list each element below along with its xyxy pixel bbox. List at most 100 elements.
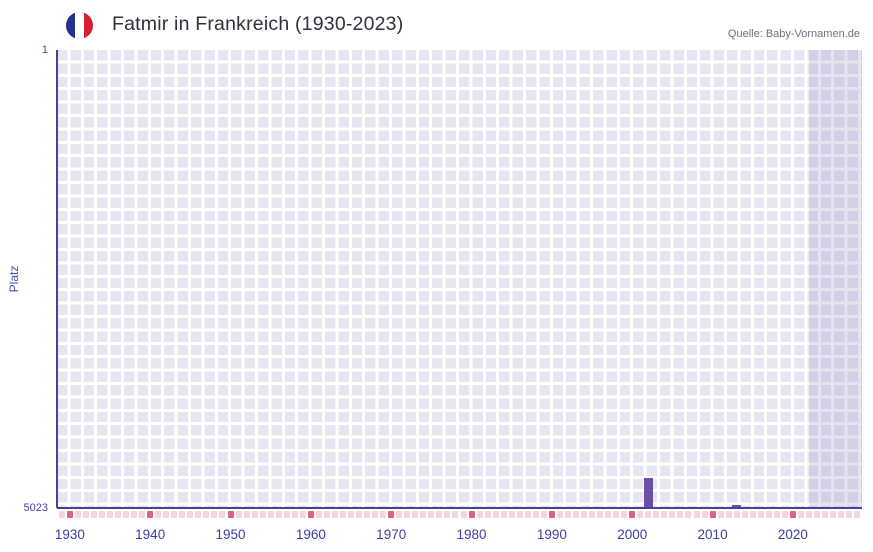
- year-strip-decade-mark: [629, 511, 636, 518]
- rank-bar-2002: [643, 478, 653, 508]
- year-strip-mark: [115, 511, 122, 518]
- x-axis-line: [57, 507, 862, 509]
- year-strip-mark: [211, 511, 218, 518]
- x-tick-label: 1930: [54, 527, 85, 542]
- year-strip-mark: [805, 511, 812, 518]
- x-tick-label: 1960: [295, 527, 326, 542]
- year-strip-mark: [838, 511, 845, 518]
- y-tick-label-min: 5023: [23, 502, 48, 514]
- year-strip-mark: [717, 511, 724, 518]
- x-tick-label: 1980: [456, 527, 487, 542]
- year-strip-mark: [797, 511, 804, 518]
- year-strip-mark: [814, 511, 820, 518]
- year-strip-mark: [98, 511, 105, 518]
- year-strip-mark: [340, 511, 346, 518]
- year-strip-mark: [524, 511, 531, 518]
- year-strip-mark: [589, 511, 596, 518]
- year-strip-mark: [323, 511, 330, 518]
- year-strip-mark: [765, 511, 772, 518]
- x-tick-label: 1940: [135, 527, 166, 542]
- year-strip-mark: [396, 511, 403, 518]
- year-strip-mark: [661, 511, 668, 518]
- x-tick-label: 1990: [536, 527, 567, 542]
- year-strip-mark: [581, 511, 588, 518]
- year-strip-mark: [243, 511, 250, 518]
- year-strip-mark: [452, 511, 459, 518]
- year-strip-mark: [773, 511, 780, 518]
- recent-years-band: [808, 50, 862, 508]
- year-strip-mark: [444, 511, 451, 518]
- year-strip-mark: [436, 511, 443, 518]
- year-strip-mark: [187, 511, 194, 518]
- rank-bar-2013: [732, 505, 742, 508]
- x-tick-label: 1970: [376, 527, 407, 542]
- year-strip-mark: [701, 511, 708, 518]
- year-strip-mark: [564, 511, 571, 518]
- year-strip-decade-mark: [147, 511, 154, 518]
- year-strip-mark: [757, 511, 764, 518]
- year-strip-mark: [412, 511, 419, 518]
- year-strip-mark: [82, 511, 89, 518]
- year-strip-mark: [572, 511, 579, 518]
- chart-title: Fatmir in Frankreich (1930-2023): [112, 13, 404, 35]
- year-strip-mark: [299, 511, 306, 518]
- year-strip-decade-mark: [548, 511, 555, 518]
- year-strip-mark: [235, 511, 242, 518]
- year-strip-mark: [139, 511, 146, 518]
- year-strip-mark: [669, 511, 676, 518]
- year-strip-decade-mark: [388, 511, 395, 518]
- year-strip-mark: [356, 511, 363, 518]
- year-strip-mark: [420, 511, 427, 518]
- year-strip-decade-mark: [709, 511, 716, 518]
- year-strip-mark: [621, 511, 628, 518]
- year-strip-mark: [275, 511, 282, 518]
- year-strip-mark: [613, 511, 620, 518]
- year-strip-mark: [251, 511, 258, 518]
- year-strip-mark: [597, 511, 604, 518]
- year-strip-mark: [283, 511, 290, 518]
- year-strip-mark: [291, 511, 298, 518]
- year-strip-mark: [163, 511, 170, 518]
- year-strip-mark: [348, 511, 355, 518]
- year-strip-mark: [693, 511, 700, 518]
- year-strip-mark: [203, 511, 210, 518]
- year-strip-mark: [685, 511, 692, 518]
- year-strip-mark: [637, 511, 644, 518]
- year-strip-mark: [556, 511, 563, 518]
- year-strip-mark: [492, 511, 499, 518]
- year-strip-decade-mark: [227, 511, 234, 518]
- y-axis-line: [56, 50, 58, 508]
- year-strip-mark: [123, 511, 130, 518]
- year-strip-mark: [331, 511, 338, 518]
- year-strip-mark: [516, 511, 523, 518]
- y-axis-title: Platz: [7, 265, 21, 293]
- year-strip-decade-mark: [307, 511, 314, 518]
- year-strip-mark: [653, 511, 660, 518]
- year-strip-mark: [500, 511, 507, 518]
- year-strip-mark: [854, 511, 861, 518]
- year-strip-mark: [179, 511, 186, 518]
- year-strip-mark: [725, 511, 732, 518]
- year-strip-mark: [605, 511, 612, 518]
- year-strip-decade-mark: [789, 511, 796, 518]
- year-strip-mark: [846, 511, 853, 518]
- x-tick-label: 2020: [777, 527, 808, 542]
- year-strip-mark: [645, 511, 652, 518]
- year-strip-decade-mark: [66, 511, 73, 518]
- year-strip-mark: [540, 511, 547, 518]
- year-strip-mark: [830, 511, 837, 518]
- y-tick-label-max: 1: [41, 44, 48, 56]
- year-strip-mark: [741, 511, 748, 518]
- year-strip-mark: [781, 511, 788, 518]
- x-tick-label: 2000: [617, 527, 648, 542]
- source-credit: Quelle: Baby-Vornamen.de: [727, 28, 860, 40]
- year-strip-mark: [532, 511, 539, 518]
- plot-area: [57, 50, 862, 508]
- x-axis-ticks: 1930 1940 1950 1960 1970 1980 1990 2000 2010 2020: [54, 527, 862, 545]
- x-tick-label: 1950: [215, 527, 246, 542]
- year-strip-mark: [107, 511, 114, 518]
- x-tick-label: 2010: [697, 527, 728, 542]
- year-strip-mark: [428, 511, 435, 518]
- year-strip-mark: [460, 511, 467, 518]
